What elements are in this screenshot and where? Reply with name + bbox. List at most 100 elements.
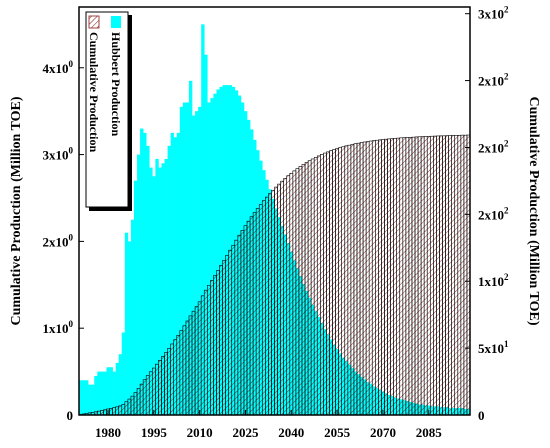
cumulative-bar — [155, 363, 159, 416]
right-y-tick-label: 2x102 — [478, 138, 509, 155]
cumulative-bar — [283, 178, 288, 416]
cumulative-bar — [176, 335, 181, 416]
cumulative-bar — [341, 146, 346, 416]
x-tick-label: 1980 — [95, 425, 121, 440]
hubbert-bar — [155, 158, 159, 415]
x-tick-label: 2040 — [278, 425, 304, 440]
hubbert-bar — [201, 24, 205, 416]
hubbert-bar — [121, 332, 126, 415]
cumulative-production-bars — [78, 134, 471, 416]
cumulative-bar — [359, 142, 364, 416]
hubbert-bar — [133, 180, 138, 415]
cumulative-bar — [255, 208, 260, 416]
x-tick-label: 2010 — [187, 425, 213, 440]
hubbert-bar — [143, 132, 147, 415]
right-y-axis-ticks: 0 5x101 1x102 2x102 2x102 2x102 3x102 — [465, 5, 509, 423]
cumulative-bar — [109, 408, 113, 416]
cumulative-bar — [185, 320, 190, 416]
cumulative-bar — [258, 204, 263, 416]
hubbert-bar — [103, 371, 107, 415]
cumulative-bar — [417, 136, 422, 416]
cumulative-bar — [362, 141, 367, 416]
cumulative-bar — [423, 136, 428, 416]
cumulative-bar — [139, 383, 144, 416]
cumulative-bar — [356, 142, 361, 416]
hubbert-bar — [118, 354, 123, 415]
cumulative-bar — [130, 395, 135, 416]
cumulative-bar — [365, 141, 370, 416]
cumulative-bar — [274, 186, 278, 416]
cumulative-bar — [228, 249, 233, 416]
hubbert-bar — [170, 132, 174, 415]
cumulative-bar — [246, 220, 251, 416]
cumulative-bar — [426, 136, 431, 416]
hubbert-bar — [152, 176, 156, 415]
cumulative-bar — [268, 193, 272, 416]
hubbert-bar — [112, 371, 116, 415]
cumulative-bar — [384, 138, 388, 416]
cumulative-bar — [371, 140, 376, 416]
cumulative-bar — [387, 138, 391, 416]
hubbert-bar — [140, 128, 144, 415]
hubbert-bar — [106, 367, 110, 415]
cumulative-bar — [347, 144, 352, 416]
cumulative-bar — [402, 137, 407, 416]
left-y-tick-label: 3x100 — [43, 146, 74, 163]
cumulative-bar — [393, 138, 397, 416]
cumulative-bar — [188, 315, 193, 416]
cumulative-bar — [454, 135, 459, 416]
legend: Hubbert Production Cumulative Production — [85, 11, 132, 211]
cumulative-bar — [301, 164, 306, 416]
cumulative-bar — [243, 225, 248, 416]
hubbert-bar — [198, 106, 202, 415]
cumulative-bar — [298, 166, 303, 416]
hubbert-bar — [146, 145, 150, 415]
cumulative-bar — [182, 325, 187, 416]
x-tick-label: 2070 — [370, 425, 396, 440]
cumulative-bar — [307, 160, 312, 416]
hubbert-bar — [82, 380, 86, 415]
cumulative-bar — [164, 352, 168, 416]
hubbert-bar — [192, 115, 196, 415]
cumulative-bar — [429, 135, 434, 416]
x-tick-label: 2055 — [324, 425, 351, 440]
hubbert-bar — [207, 102, 211, 416]
hubbert-bar — [195, 111, 199, 416]
cumulative-bar — [289, 172, 294, 416]
cumulative-bar — [286, 175, 291, 416]
hubbert-bar — [149, 167, 153, 415]
cumulative-bar — [219, 265, 223, 416]
legend-label-hubbert: Hubbert Production — [109, 32, 123, 136]
legend-shadow-right — [128, 15, 132, 210]
hubbert-bar — [124, 232, 129, 415]
cumulative-bar — [457, 134, 462, 416]
cumulative-bar — [338, 147, 342, 416]
cumulative-bar — [335, 148, 339, 416]
hubbert-bar — [94, 375, 98, 415]
cumulative-bar — [231, 244, 236, 416]
cumulative-bar — [448, 135, 452, 416]
hubbert-bar — [161, 163, 165, 415]
hubbert-bar — [185, 102, 190, 416]
cumulative-bar — [136, 388, 141, 416]
cumulative-bar — [378, 139, 382, 416]
cumulative-bar — [396, 137, 401, 416]
cumulative-bar — [320, 154, 324, 416]
cumulative-bar — [420, 136, 425, 416]
left-y-axis-label: Cumulative Production (Million TOE) — [9, 96, 24, 325]
left-y-tick-label: 1x100 — [43, 319, 74, 336]
cumulative-bar — [414, 136, 419, 416]
cumulative-bar — [152, 367, 156, 416]
cumulative-bar — [332, 149, 336, 416]
legend-box — [85, 11, 129, 208]
cumulative-bar — [200, 295, 205, 416]
cumulative-bar — [271, 189, 275, 416]
cumulative-bar — [280, 180, 284, 416]
hubbert-bar — [216, 89, 220, 415]
cumulative-bar — [344, 145, 349, 416]
cumulative-bar — [310, 158, 315, 416]
hubbert-bar — [222, 85, 226, 415]
x-axis-ticks: 1980 1995 2010 2025 2040 2055 2070 2085 — [95, 410, 442, 440]
hubbert-bar — [85, 380, 89, 415]
cumulative-bar — [203, 289, 208, 416]
